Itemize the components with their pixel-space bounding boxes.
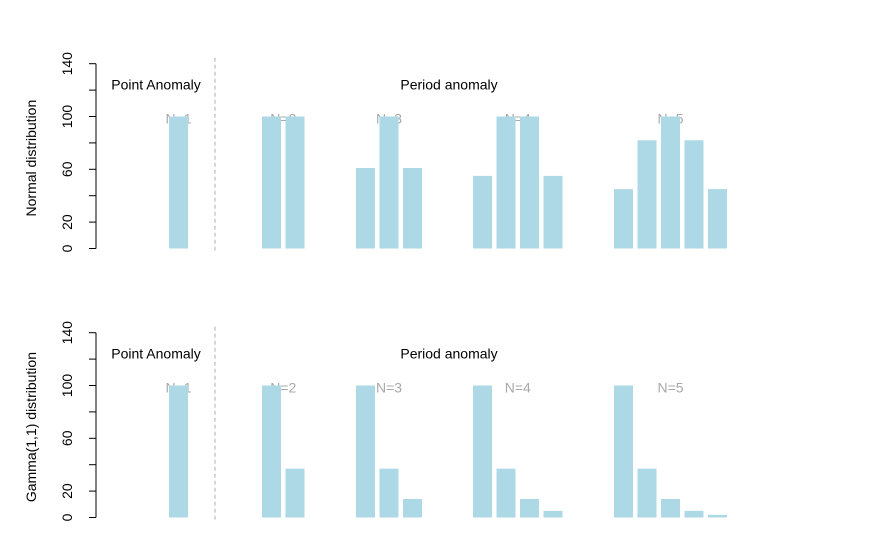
y-tick-label: 100	[59, 105, 75, 129]
bar	[262, 116, 281, 249]
bar	[169, 385, 188, 518]
bar	[285, 468, 305, 518]
y-tick-label: 140	[59, 321, 75, 345]
y-axis-label: Gamma(1,1) distribution	[23, 352, 39, 502]
bar	[543, 175, 563, 249]
y-tick-label: 20	[59, 214, 75, 230]
bar	[708, 514, 727, 518]
bar	[379, 116, 399, 249]
bar	[708, 189, 727, 249]
y-tick-label: 60	[59, 161, 75, 177]
period-anomaly-label: Period anomaly	[400, 77, 497, 93]
bar	[684, 510, 704, 518]
y-tick-label: 0	[59, 244, 75, 252]
point-anomaly-label: Point Anomaly	[111, 346, 201, 362]
bar	[661, 116, 680, 249]
bar	[614, 385, 633, 518]
bar	[684, 140, 704, 249]
panel-1: 0 20 60 100 140 Normal distribution Point Anom…	[23, 52, 727, 252]
bar	[356, 167, 375, 249]
bar	[285, 116, 305, 249]
bar	[403, 167, 422, 249]
y-tick-label: 60	[59, 430, 75, 446]
y-tick-label: 0	[59, 513, 75, 521]
period-anomaly-label: Period anomaly	[400, 346, 497, 362]
bar	[520, 116, 539, 249]
y-axis-label: Normal distribution	[23, 100, 39, 217]
bar	[473, 385, 492, 518]
point-anomaly-label: Point Anomaly	[111, 77, 201, 93]
group-label-n4: N=4	[505, 380, 531, 396]
bar	[520, 499, 539, 518]
y-tick-label: 100	[59, 374, 75, 398]
bar	[614, 189, 633, 249]
bar	[262, 385, 281, 518]
bar	[473, 175, 492, 249]
y-tick-label: 140	[59, 52, 75, 76]
bar	[543, 510, 563, 518]
bar	[496, 116, 516, 249]
bar	[661, 499, 680, 518]
panel-2: 0 20 60 100 140 Gamma(1,1) distribution Point …	[23, 321, 727, 521]
bar	[356, 385, 375, 518]
bar	[637, 140, 657, 249]
bar	[169, 116, 188, 249]
bar	[379, 468, 399, 518]
bar	[496, 468, 516, 518]
group-label-n5: N=5	[657, 380, 683, 396]
bar	[403, 499, 422, 518]
group-label-n3: N=3	[376, 380, 402, 396]
y-tick-label: 20	[59, 483, 75, 499]
bar	[637, 468, 657, 518]
